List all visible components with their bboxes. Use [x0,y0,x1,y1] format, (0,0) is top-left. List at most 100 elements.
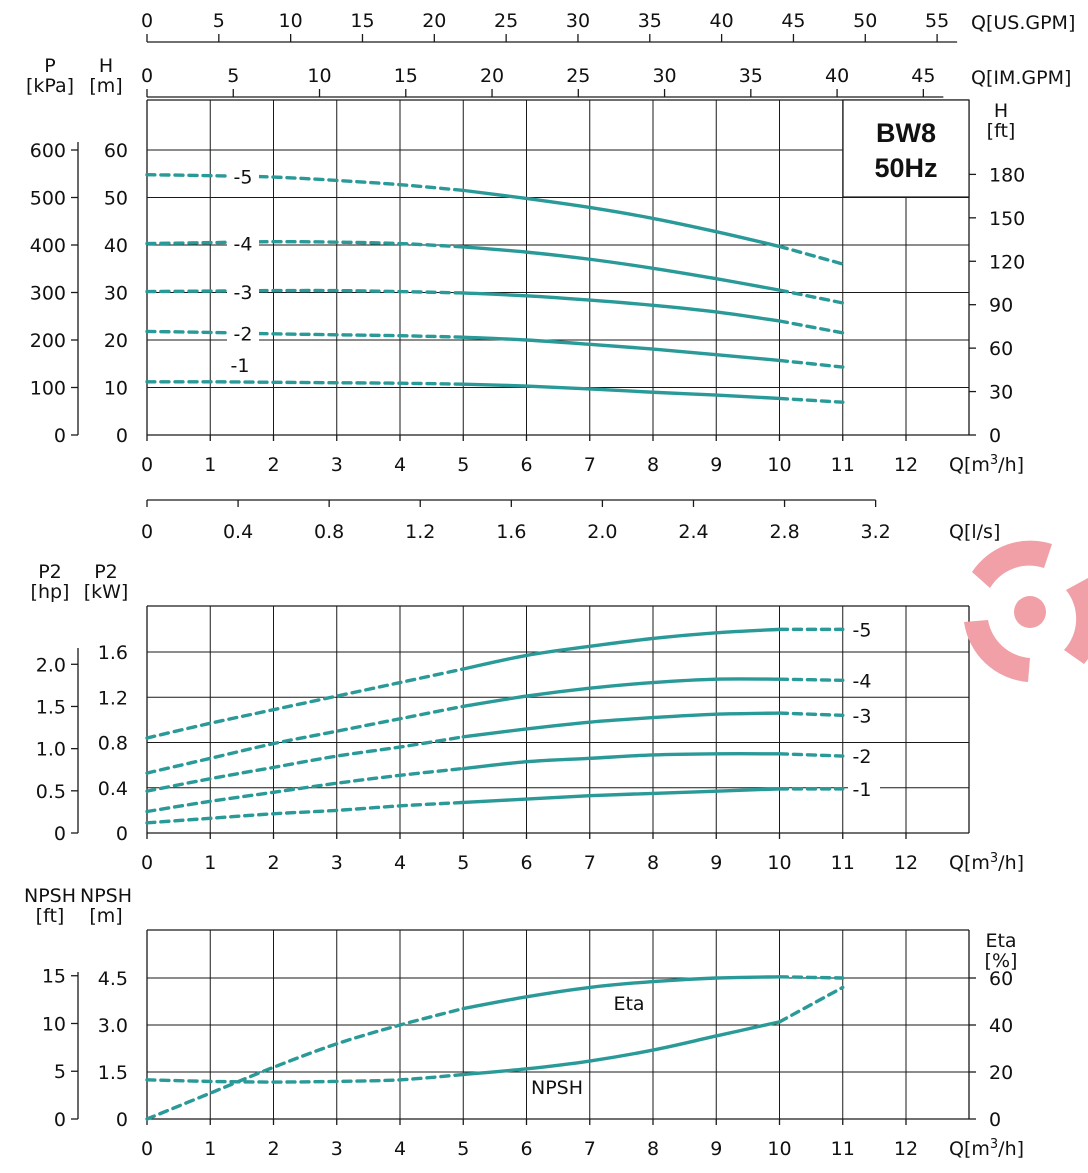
y-left-tick-label: 10 [104,378,128,400]
ls-axis-tick-label: 1.6 [496,521,526,543]
x-tick-label: 1 [204,852,216,874]
y-left-tick-label: 1.6 [98,642,128,664]
y-left2-tick-label: 1.5 [36,696,66,718]
title-box: BW8 50Hz [842,99,970,198]
y-right-tick-label: 30 [989,382,1013,404]
curve-head--5-high [777,244,845,266]
x-tick-label: 0 [141,1138,153,1160]
curve-power--3-high [777,711,845,718]
curve-label-bg [848,703,880,728]
curve-head--2-high [777,358,845,369]
y-right-tick-label: 20 [989,1062,1013,1084]
x-tick-label: 0 [141,454,153,476]
x-tick-label: 2 [267,1138,279,1160]
top-axis-tick-label: 0 [141,10,153,32]
grid-layer [146,100,969,1119]
curve-head--5-operating [461,188,782,249]
top-axis-tick-label: 50 [853,10,877,32]
curve-label-bg [227,322,259,345]
top-axis-unit: Q[US.GPM] [971,12,1075,34]
y-right-tick-label: 150 [989,208,1025,230]
curve-label--2: -2 [853,746,872,768]
top-axis-tick-label: 40 [825,65,849,87]
curve-label-bg [227,232,259,255]
y-left-tick-label: 4.5 [98,968,128,990]
y-left-unit-name: H [99,55,113,77]
top-axis-tick-label: 0 [141,65,153,87]
y-right-tick-label: 60 [989,338,1013,360]
curve-head--2-low [145,329,465,339]
x-tick-label: 1 [204,1138,216,1160]
y-left-tick-label: 50 [104,188,128,210]
y-left2-tick-label: 600 [30,140,66,162]
x-tick-label: 6 [520,852,532,874]
x-tick-label: 9 [710,454,722,476]
y-left2-tick-label: 1.0 [36,739,66,761]
ls-axis-tick-label: 2.4 [678,521,708,543]
y-left-tick-label: 1.2 [98,687,128,709]
x-tick-label: 12 [894,852,918,874]
y-left-unit: [kW] [84,581,129,603]
curve-label--1: -1 [231,355,250,377]
x-tick-label: 11 [831,454,855,476]
y-right-tick-label: 180 [989,164,1025,186]
y-left2-unit-name: NPSH [24,885,76,907]
x-tick-label: 4 [394,852,406,874]
x-tick-label: 12 [894,454,918,476]
top-axis-tick-label: 45 [781,10,805,32]
curve-head--3-operating [461,291,782,323]
curve-label--1: -1 [853,779,872,801]
y-left2-unit: [hp] [31,581,70,603]
x-tick-label: 5 [457,1138,469,1160]
x-axis-unit: Q[m3/h] [949,453,1024,477]
y-right-tick-label: 0 [989,425,1001,447]
y-left-tick-label: 0.4 [98,778,128,800]
x-tick-label: 12 [894,1138,918,1160]
curve-power--5-low [145,667,465,740]
curve-head--4-operating [461,245,782,292]
x-tick-label: 3 [331,1138,343,1160]
y-left2-tick-label: 0 [54,425,66,447]
curve-label--5: -5 [853,619,872,641]
curve-label--4: -4 [853,670,872,692]
x-tick-label: 9 [710,852,722,874]
ls-axis-tick-label: 2.8 [769,521,799,543]
y-right-tick-label: 0 [989,1109,1001,1131]
curve-label--3: -3 [853,705,872,727]
curve-npsh-eta-Eta-operating [461,975,782,1011]
title-frequency: 50Hz [874,153,937,183]
x-tick-label: 8 [647,852,659,874]
y-left2-tick-label: 0 [54,823,66,845]
curve-npsh-eta-Eta-low [145,1006,465,1121]
x-axis-unit: Q[m3/h] [949,1137,1024,1161]
y-left-tick-label: 0 [116,1109,128,1131]
top-axis-tick-label: 55 [925,10,949,32]
curve-power--4-high [777,677,845,682]
y-left-tick-label: 20 [104,330,128,352]
x-tick-label: 1 [204,454,216,476]
x-tick-label: 7 [584,852,596,874]
labels-layer: 0 1 2 3 4 5 6 7 8 9 10 11 12 Q[m3/h]01020304050600100… [24,10,1075,1160]
x-tick-label: 11 [831,852,855,874]
curve-power--5-operating [461,627,782,671]
top-axis-unit: Q[IM.GPM] [971,67,1071,89]
ls-axis-tick-label: 0.4 [223,521,253,543]
y-left2-unit-name: P2 [38,561,62,583]
y-left2-tick-label: 10 [42,1013,66,1035]
y-right-tick-label: 120 [989,251,1025,273]
x-tick-label: 7 [584,1138,596,1160]
y-left-unit-name: NPSH [80,885,132,907]
curve-head--3-low [145,288,465,295]
x-tick-label: 0 [141,852,153,874]
y-right-unit: [%] [985,950,1018,972]
curve-label-npsh: NPSH [531,1077,583,1099]
curves-layer [145,173,845,1121]
y-left-tick-label: 3.0 [98,1015,128,1037]
top-axis-tick-label: 45 [911,65,935,87]
top-axis-tick-label: 5 [227,65,239,87]
pump-logo-icon [964,540,1088,682]
curve-npsh-eta-NPSH-low [145,1072,465,1084]
y-left-tick-label: 30 [104,283,128,305]
y-right-tick-label: 90 [989,295,1013,317]
y-left2-tick-label: 0.5 [36,781,66,803]
